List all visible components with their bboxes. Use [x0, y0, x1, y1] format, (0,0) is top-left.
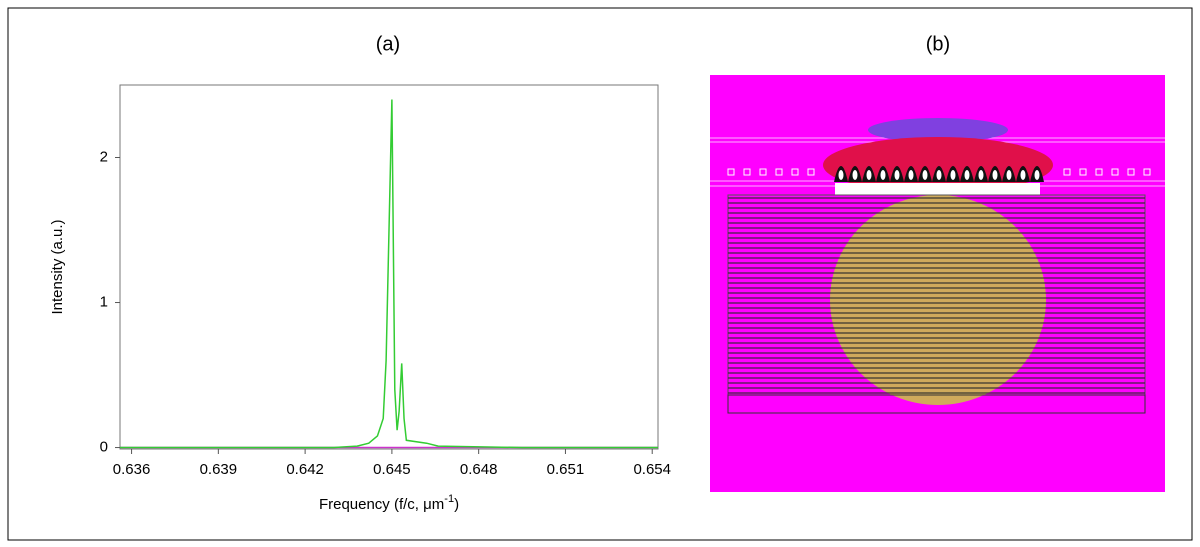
figure-border	[7, 7, 1193, 541]
x-tick-label: 0.639	[200, 461, 238, 478]
hole-bright	[1020, 170, 1026, 180]
hole-bright	[1006, 170, 1012, 180]
hole-bright	[1034, 170, 1040, 180]
x-tick-label: 0.645	[373, 461, 411, 478]
hole-bright	[922, 170, 928, 180]
x-axis-label: Frequency (f/c, μm-1)	[319, 493, 459, 513]
y-tick-label: 0	[100, 439, 108, 456]
x-axis-label-suffix: )	[454, 496, 459, 513]
x-tick-label: 0.648	[460, 461, 498, 478]
y-tick-label: 2	[100, 148, 108, 165]
data-line	[120, 99, 658, 449]
x-axis-label-text: Frequency (f/c, μm	[319, 496, 444, 513]
y-axis-label: Intensity (a.u.)	[49, 219, 66, 314]
chart-title: (a)	[376, 33, 400, 55]
hole-bright	[894, 170, 900, 180]
y-tick-label: 1	[100, 293, 108, 310]
field-map	[710, 75, 1165, 492]
hole-bright	[852, 170, 858, 180]
hole	[1127, 168, 1135, 176]
waveguide	[835, 183, 1040, 195]
hole-bright	[950, 170, 956, 180]
hole	[1095, 168, 1103, 176]
hole	[807, 168, 815, 176]
hole	[1143, 168, 1151, 176]
hole	[1079, 168, 1087, 176]
hole-bright	[936, 170, 942, 180]
hole	[791, 168, 799, 176]
hole	[759, 168, 767, 176]
hole-bright	[992, 170, 998, 180]
hole	[727, 168, 735, 176]
hole	[1063, 168, 1071, 176]
hole-bright	[838, 170, 844, 180]
x-axis-label-sup: -1	[444, 493, 454, 505]
field-lobe	[868, 118, 1008, 142]
hole-bright	[908, 170, 914, 180]
hole-bright	[866, 170, 872, 180]
substrate	[727, 394, 1146, 414]
hole	[1111, 168, 1119, 176]
x-tick-label: 0.651	[547, 461, 585, 478]
hole-bright	[880, 170, 886, 180]
x-tick-label: 0.654	[633, 461, 671, 478]
x-tick-label: 0.642	[286, 461, 324, 478]
hole	[775, 168, 783, 176]
x-tick-label: 0.636	[113, 461, 151, 478]
plot-frame	[119, 84, 659, 450]
hole-bright	[964, 170, 970, 180]
hole	[743, 168, 751, 176]
panel-title: (b)	[926, 33, 950, 55]
hole-bright	[978, 170, 984, 180]
